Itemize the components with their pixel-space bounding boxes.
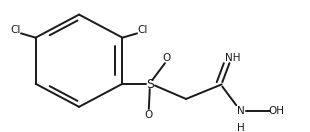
Text: OH: OH [268,106,285,116]
Text: N: N [237,106,245,116]
Text: Cl: Cl [10,25,21,35]
Text: H: H [237,123,245,132]
Text: O: O [145,110,153,120]
Text: S: S [146,78,154,91]
Text: NH: NH [225,53,240,63]
Text: Cl: Cl [137,25,148,35]
Text: O: O [162,53,170,63]
